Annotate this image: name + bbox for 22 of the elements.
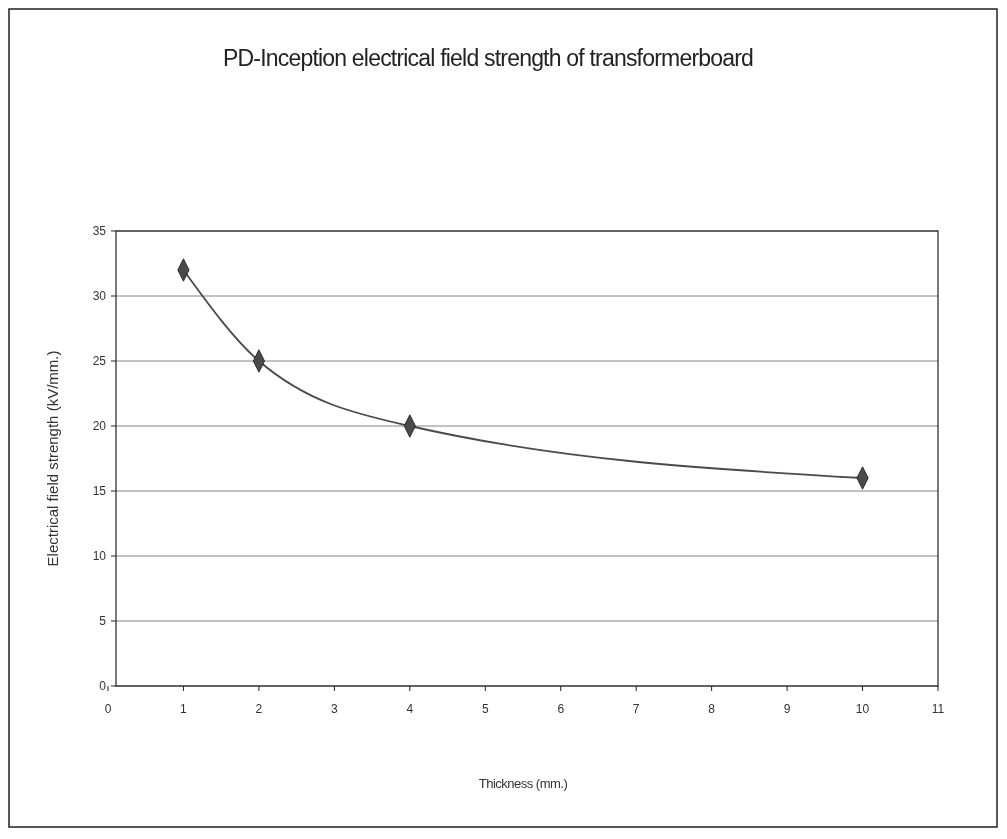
y-tick-label: 0 [99,679,107,693]
x-tick-label: 9 [783,702,791,716]
y-tick-label: 5 [99,614,107,628]
y-tick-label: 35 [92,224,107,238]
x-axis-title: Thickness (mm.) [478,776,568,791]
y-tick-label: 20 [92,419,107,433]
x-tick-label: 3 [331,702,339,716]
x-tick-label: 5 [481,702,489,716]
x-tick-label: 6 [557,702,565,716]
x-tick-label: 10 [855,702,870,716]
x-tick-label: 7 [632,702,640,716]
x-tick-label: 1 [180,702,188,716]
y-tick-label: 25 [92,354,107,368]
y-tick-label: 10 [92,549,107,563]
y-tick-label: 15 [92,484,107,498]
x-tick-label: 2 [255,702,263,716]
y-axis-title: Electrical field strength (kV/mm.) [44,350,61,567]
x-tick-label: 11 [931,702,945,716]
y-tick-label: 30 [92,289,107,303]
x-tick-label: 8 [708,702,716,716]
x-tick-label: 4 [406,702,414,716]
chart-title: PD-Inception electrical field strength of transformerboard [222,45,754,71]
